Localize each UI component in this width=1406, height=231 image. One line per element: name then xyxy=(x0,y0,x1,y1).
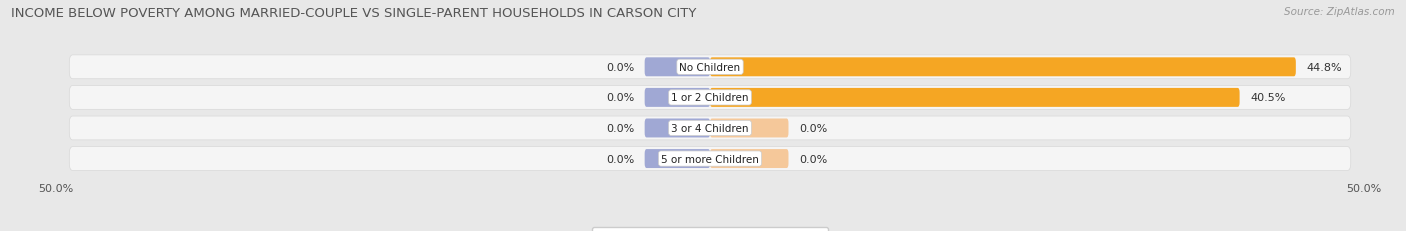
Text: Source: ZipAtlas.com: Source: ZipAtlas.com xyxy=(1284,7,1395,17)
FancyBboxPatch shape xyxy=(644,58,710,77)
FancyBboxPatch shape xyxy=(710,58,1296,77)
FancyBboxPatch shape xyxy=(644,88,710,107)
Text: 5 or more Children: 5 or more Children xyxy=(661,154,759,164)
FancyBboxPatch shape xyxy=(710,88,1240,107)
FancyBboxPatch shape xyxy=(69,116,1351,140)
FancyBboxPatch shape xyxy=(710,119,789,138)
FancyBboxPatch shape xyxy=(644,149,710,168)
Text: 0.0%: 0.0% xyxy=(606,93,634,103)
Text: No Children: No Children xyxy=(679,63,741,73)
Text: 0.0%: 0.0% xyxy=(799,154,827,164)
Text: 0.0%: 0.0% xyxy=(799,123,827,133)
Text: 1 or 2 Children: 1 or 2 Children xyxy=(671,93,749,103)
Text: 40.5%: 40.5% xyxy=(1250,93,1285,103)
FancyBboxPatch shape xyxy=(69,147,1351,171)
FancyBboxPatch shape xyxy=(69,56,1351,79)
FancyBboxPatch shape xyxy=(710,149,789,168)
Legend: Married Couples, Single Parents: Married Couples, Single Parents xyxy=(592,227,828,231)
Text: 0.0%: 0.0% xyxy=(606,123,634,133)
Text: 44.8%: 44.8% xyxy=(1306,63,1341,73)
Text: 0.0%: 0.0% xyxy=(606,63,634,73)
Text: 3 or 4 Children: 3 or 4 Children xyxy=(671,123,749,133)
Text: 0.0%: 0.0% xyxy=(606,154,634,164)
FancyBboxPatch shape xyxy=(69,86,1351,110)
FancyBboxPatch shape xyxy=(644,119,710,138)
Text: INCOME BELOW POVERTY AMONG MARRIED-COUPLE VS SINGLE-PARENT HOUSEHOLDS IN CARSON : INCOME BELOW POVERTY AMONG MARRIED-COUPL… xyxy=(11,7,696,20)
